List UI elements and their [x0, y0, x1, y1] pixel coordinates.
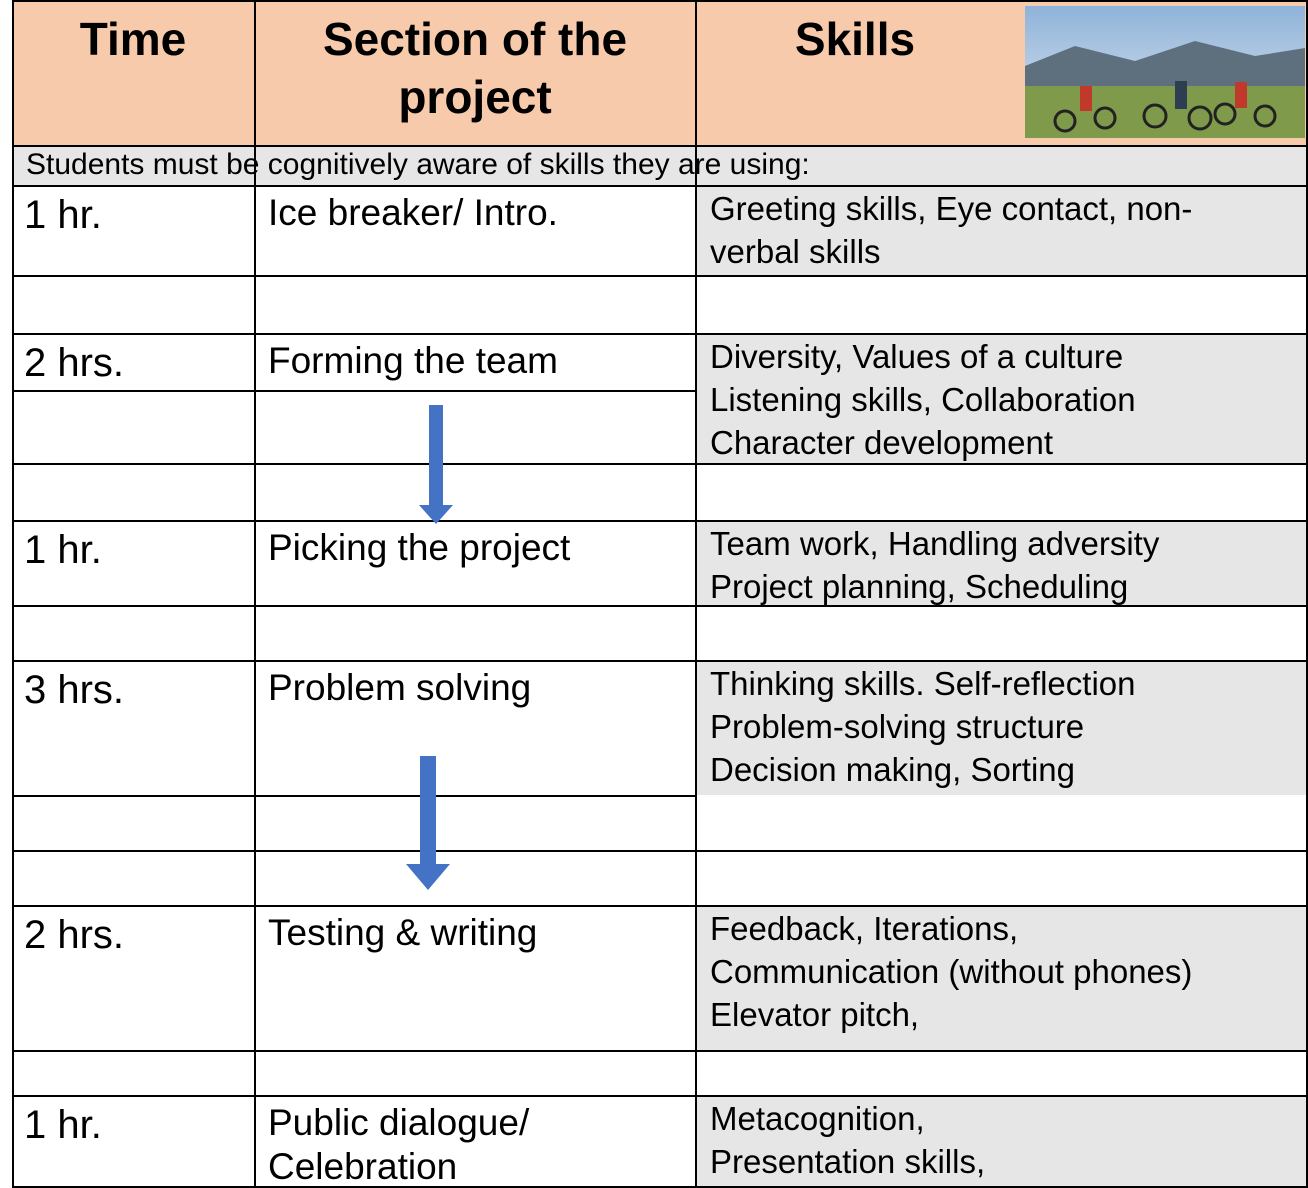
- section: Picking the project: [268, 527, 571, 568]
- border: [12, 0, 1308, 2]
- skill-line: Metacognition,: [710, 1100, 925, 1137]
- skill-line: Presentation skills,: [710, 1143, 986, 1180]
- border: [695, 0, 697, 1188]
- skill-line: Decision making, Sorting: [710, 751, 1075, 788]
- section: Celebration: [268, 1146, 458, 1187]
- skill-line: Problem-solving structure: [710, 708, 1085, 745]
- border: [12, 795, 696, 797]
- border: [12, 905, 1308, 907]
- border: [12, 333, 1308, 335]
- header-photo: [1025, 6, 1305, 138]
- note: Students must be cognitively aware of sk…: [26, 148, 810, 181]
- border: [1306, 0, 1308, 1188]
- skill-line: Project planning, Scheduling: [710, 568, 1129, 605]
- border: [12, 605, 1308, 607]
- border: [12, 660, 1308, 662]
- skills-bg: [696, 333, 1308, 463]
- border: [12, 0, 14, 1188]
- skill-line: Team work, Handling adversity: [710, 525, 1160, 562]
- skills-bg: [696, 660, 1308, 795]
- border: [254, 0, 256, 1188]
- section: Forming the team: [268, 340, 558, 381]
- skill-line: Feedback, Iterations,: [710, 910, 1019, 947]
- skills-bg: [696, 185, 1308, 275]
- section: Problem solving: [268, 667, 532, 708]
- border: [12, 463, 1308, 465]
- time: 1 hr.: [24, 1103, 102, 1147]
- skill-line: Communication (without phones): [710, 953, 1193, 990]
- header-time: Time: [79, 13, 187, 65]
- section: Public dialogue/: [268, 1102, 530, 1143]
- border: [12, 1095, 1308, 1097]
- border: [12, 1050, 1308, 1052]
- time: 3 hrs.: [24, 668, 125, 712]
- time: 1 hr.: [24, 193, 102, 237]
- note-bg: [12, 145, 1308, 185]
- border: [12, 275, 1308, 277]
- header-skills: Skills: [794, 13, 916, 65]
- border: [12, 850, 1308, 852]
- time: 1 hr.: [24, 528, 102, 572]
- skill-line: Elevator pitch,: [710, 996, 920, 1033]
- skill-line: verbal skills: [710, 233, 881, 270]
- border: [12, 185, 1308, 187]
- time: 2 hrs.: [24, 913, 125, 957]
- section: Ice breaker/ Intro.: [268, 192, 558, 233]
- section: Testing & writing: [268, 912, 538, 953]
- skill-line: Greeting skills, Eye contact, non-: [710, 190, 1193, 227]
- skill-line: Character development: [710, 424, 1054, 461]
- skill-line: Listening skills, Collaboration: [710, 381, 1136, 418]
- time: 2 hrs.: [24, 341, 125, 385]
- border: [12, 520, 1308, 522]
- border: [12, 1186, 1308, 1188]
- skills-bg: [696, 1095, 1308, 1188]
- border: [12, 145, 1308, 147]
- skill-line: Thinking skills. Self-reflection: [710, 665, 1136, 702]
- skills-bg: [696, 520, 1308, 605]
- skills-bg: [696, 905, 1308, 1050]
- header-section: Section of the project: [322, 13, 628, 123]
- border: [12, 390, 696, 392]
- skill-line: Diversity, Values of a culture: [710, 338, 1124, 375]
